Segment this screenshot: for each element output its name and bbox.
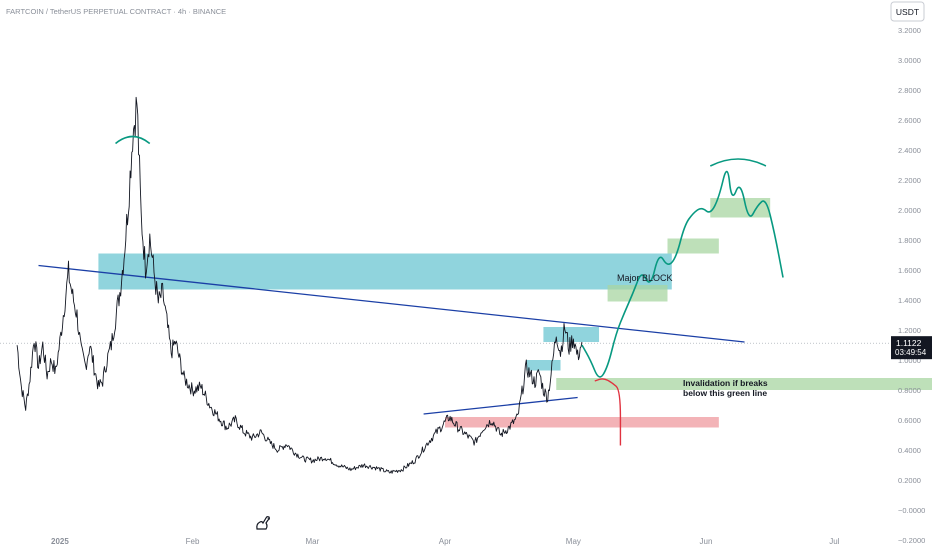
y-tick-label: 1.0000 <box>898 356 921 365</box>
red-zone-7 <box>445 417 719 428</box>
y-tick-label: −0.0000 <box>898 506 925 515</box>
y-tick-label: 2.2000 <box>898 176 921 185</box>
invalidation-path <box>594 378 622 446</box>
y-tick-label: 2.8000 <box>898 86 921 95</box>
y-tick-label: 1.8000 <box>898 236 921 245</box>
symbol-title: FARTCOIN / TetherUS PERPETUAL CONTRACT ·… <box>6 7 226 16</box>
green-zone-6 <box>710 198 771 218</box>
countdown-label: 03:49:54 <box>895 348 927 357</box>
x-tick-label: Feb <box>186 537 200 546</box>
x-tick-label: Mar <box>305 537 319 546</box>
block-zone-0 <box>98 253 672 290</box>
y-tick-label: 3.0000 <box>898 56 921 65</box>
x-tick-label: Jul <box>829 537 839 546</box>
green-zone-5 <box>667 238 719 254</box>
projection-path <box>581 170 784 378</box>
projection-cap-1 <box>709 158 767 167</box>
green-zone-4 <box>607 285 668 302</box>
annotation-major-block: Major BLOCK <box>617 273 673 283</box>
y-tick-label: 0.8000 <box>898 386 921 395</box>
y-tick-label: 2.4000 <box>898 146 921 155</box>
y-tick-label: 2.6000 <box>898 116 921 125</box>
y-tick-label: 0.6000 <box>898 416 921 425</box>
y-tick-label: 3.2000 <box>898 26 921 35</box>
green-zone-3 <box>556 378 932 390</box>
current-price-marker: 1.1122 03:49:54 <box>891 336 932 360</box>
trendline-1 <box>423 396 578 415</box>
annotation-invalidation-line2: below this green line <box>683 388 767 398</box>
x-tick-label: May <box>566 537 581 546</box>
y-tick-label: −0.2000 <box>898 536 925 545</box>
current-price-label: 1.1122 <box>896 338 922 348</box>
price-series-line <box>16 96 583 474</box>
x-tick-label: Jun <box>700 537 713 546</box>
y-tick-label: 1.2000 <box>898 326 921 335</box>
tradingview-logo <box>256 516 270 530</box>
block-zone-2 <box>526 360 561 371</box>
annotation-invalidation-line1: Invalidation if breaks <box>683 378 768 388</box>
y-tick-label: 2.0000 <box>898 206 921 215</box>
y-tick-label: 1.6000 <box>898 266 921 275</box>
currency-button-label: USDT <box>896 7 919 17</box>
x-tick-label: 2025 <box>51 537 69 546</box>
projection-cap-0 <box>115 135 151 145</box>
x-tick-label: Apr <box>439 537 452 546</box>
y-tick-label: 0.4000 <box>898 446 921 455</box>
y-tick-label: 1.4000 <box>898 296 921 305</box>
trendline-0 <box>38 264 745 343</box>
y-tick-label: 0.2000 <box>898 476 921 485</box>
currency-button[interactable]: USDT <box>890 1 925 22</box>
block-zone-1 <box>543 327 600 342</box>
